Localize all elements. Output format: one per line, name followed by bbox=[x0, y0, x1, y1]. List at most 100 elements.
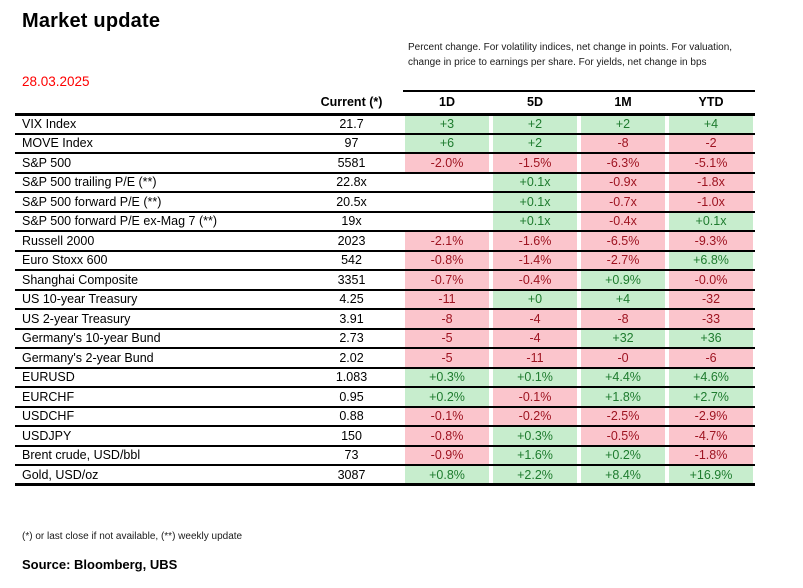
table-row: Shanghai Composite 3351 -0.7% -0.4% +0.9% -0.… bbox=[15, 270, 755, 291]
instrument-label: Brent crude, USD/bbl bbox=[15, 445, 300, 466]
change-cell-1m: +1.8% bbox=[579, 387, 667, 408]
instrument-label: S&P 500 trailing P/E (**) bbox=[15, 172, 300, 193]
change-cell-5d: +1.6% bbox=[491, 445, 579, 466]
instrument-label: US 2-year Treasury bbox=[15, 309, 300, 330]
change-cell-ytd: +4 bbox=[667, 114, 755, 135]
table-row: Germany's 10-year Bund 2.73 -5 -4 +32 +36 bbox=[15, 328, 755, 349]
change-cell-1d: +0.8% bbox=[403, 465, 491, 486]
change-cell-ytd: +6.8% bbox=[667, 250, 755, 271]
source-line: Source: Bloomberg, UBS bbox=[22, 557, 178, 572]
change-cell-5d: +0.1x bbox=[491, 192, 579, 213]
current-value: 150 bbox=[300, 426, 403, 447]
change-cell-1m: +4.4% bbox=[579, 367, 667, 388]
change-cell-ytd: -1.8x bbox=[667, 172, 755, 193]
change-cell-1d: +0.3% bbox=[403, 367, 491, 388]
change-cell-5d: +0 bbox=[491, 289, 579, 310]
market-table-body: VIX Index 21.7 +3 +2 +2 +4 MOVE Index 97 +6 +2 -8-… bbox=[15, 114, 755, 486]
current-value: 3.91 bbox=[300, 309, 403, 330]
table-row: VIX Index 21.7 +3 +2 +2 +4 bbox=[15, 114, 755, 135]
current-value: 73 bbox=[300, 445, 403, 466]
change-cell-ytd: -33 bbox=[667, 309, 755, 330]
table-row: Brent crude, USD/bbl 73 -0.9% +1.6% +0.2% -1.… bbox=[15, 445, 755, 466]
instrument-label: MOVE Index bbox=[15, 133, 300, 154]
current-value: 2023 bbox=[300, 231, 403, 252]
change-cell-1d: +3 bbox=[403, 114, 491, 135]
table-row: US 10-year Treasury 4.25 -11 +0 +4 -32 bbox=[15, 289, 755, 310]
current-column-header: Current (*) bbox=[300, 91, 403, 116]
change-cell-ytd: -0.0% bbox=[667, 270, 755, 291]
instrument-label: S&P 500 forward P/E (**) bbox=[15, 192, 300, 213]
report-date: 28.03.2025 bbox=[22, 74, 90, 89]
instrument-label: Gold, USD/oz bbox=[15, 465, 300, 486]
change-cell-1d: -8 bbox=[403, 309, 491, 330]
current-value: 20.5x bbox=[300, 192, 403, 213]
table-row: USDCHF 0.88 -0.1% -0.2% -2.5% -2.9% bbox=[15, 406, 755, 427]
instrument-label: Shanghai Composite bbox=[15, 270, 300, 291]
current-value: 2.02 bbox=[300, 348, 403, 369]
instrument-label: US 10-year Treasury bbox=[15, 289, 300, 310]
change-cell-1m: +32 bbox=[579, 328, 667, 349]
change-cell-1d: -0.9% bbox=[403, 445, 491, 466]
instrument-label: S&P 500 bbox=[15, 153, 300, 174]
change-cell-1m: -0.4x bbox=[579, 211, 667, 232]
change-cell-1m: -8 bbox=[579, 309, 667, 330]
change-cell-1d bbox=[403, 172, 491, 193]
change-cell-ytd: -9.3% bbox=[667, 231, 755, 252]
methodology-note: Percent change. For volatility indices, … bbox=[408, 42, 733, 68]
current-value: 4.25 bbox=[300, 289, 403, 310]
current-value: 542 bbox=[300, 250, 403, 271]
table-row: S&P 500 forward P/E ex-Mag 7 (**) 19x +0.1… bbox=[15, 211, 755, 232]
current-value: 3087 bbox=[300, 465, 403, 486]
change-cell-ytd: +4.6% bbox=[667, 367, 755, 388]
change-cell-5d: -11 bbox=[491, 348, 579, 369]
instrument-label: EURCHF bbox=[15, 387, 300, 408]
instrument-label: EURUSD bbox=[15, 367, 300, 388]
current-value: 0.95 bbox=[300, 387, 403, 408]
change-cell-1m: -0 bbox=[579, 348, 667, 369]
instrument-label: Germany's 2-year Bund bbox=[15, 348, 300, 369]
change-cell-ytd: -2.9% bbox=[667, 406, 755, 427]
instrument-label: USDCHF bbox=[15, 406, 300, 427]
instrument-label: Germany's 10-year Bund bbox=[15, 328, 300, 349]
market-table: Current (*) 1D 5D 1M YTD VIX Index 21.7 +3… bbox=[15, 90, 755, 486]
table-row: EURCHF 0.95 +0.2% -0.1% +1.8% +2.7% bbox=[15, 387, 755, 408]
current-value: 0.88 bbox=[300, 406, 403, 427]
change-cell-1m: -8 bbox=[579, 133, 667, 154]
current-value: 22.8x bbox=[300, 172, 403, 193]
change-cell-1d: +0.2% bbox=[403, 387, 491, 408]
change-cell-5d: +2 bbox=[491, 114, 579, 135]
change-cell-ytd: -4.7% bbox=[667, 426, 755, 447]
change-cell-1d: -5 bbox=[403, 328, 491, 349]
change-cell-1m: -0.5% bbox=[579, 426, 667, 447]
current-value: 21.7 bbox=[300, 114, 403, 135]
change-cell-5d: +2.2% bbox=[491, 465, 579, 486]
change-cell-ytd: +16.9% bbox=[667, 465, 755, 486]
change-cell-5d: -0.2% bbox=[491, 406, 579, 427]
change-cell-1m: +0.9% bbox=[579, 270, 667, 291]
change-cell-1m: -0.9x bbox=[579, 172, 667, 193]
change-cell-5d: +2 bbox=[491, 133, 579, 154]
change-cell-ytd: -1.8% bbox=[667, 445, 755, 466]
col-5d-header: 5D bbox=[491, 90, 579, 116]
change-cell-1m: -0.7x bbox=[579, 192, 667, 213]
change-cell-5d: +0.1x bbox=[491, 172, 579, 193]
change-cell-1m: +8.4% bbox=[579, 465, 667, 486]
table-row: Euro Stoxx 600 542 -0.8% -1.4% -2.7% +6.8% bbox=[15, 250, 755, 271]
table-row: USDJPY 150 -0.8% +0.3% -0.5% -4.7% bbox=[15, 426, 755, 447]
table-row: EURUSD 1.083 +0.3% +0.1% +4.4% +4.6% bbox=[15, 367, 755, 388]
instrument-label: Russell 2000 bbox=[15, 231, 300, 252]
change-cell-5d: +0.1x bbox=[491, 211, 579, 232]
change-cell-1d: -11 bbox=[403, 289, 491, 310]
change-cell-1d: -0.8% bbox=[403, 250, 491, 271]
change-cell-1m: +4 bbox=[579, 289, 667, 310]
table-header-row: Current (*) 1D 5D 1M YTD bbox=[15, 90, 755, 116]
current-value: 2.73 bbox=[300, 328, 403, 349]
change-cell-5d: +0.3% bbox=[491, 426, 579, 447]
change-cell-ytd: -5.1% bbox=[667, 153, 755, 174]
page-title: Market update bbox=[22, 10, 161, 32]
change-cell-1m: -6.3% bbox=[579, 153, 667, 174]
table-row: Russell 2000 2023 -2.1% -1.6% -6.5% -9.3% bbox=[15, 231, 755, 252]
change-cell-5d: -1.5% bbox=[491, 153, 579, 174]
instrument-label: VIX Index bbox=[15, 114, 300, 135]
